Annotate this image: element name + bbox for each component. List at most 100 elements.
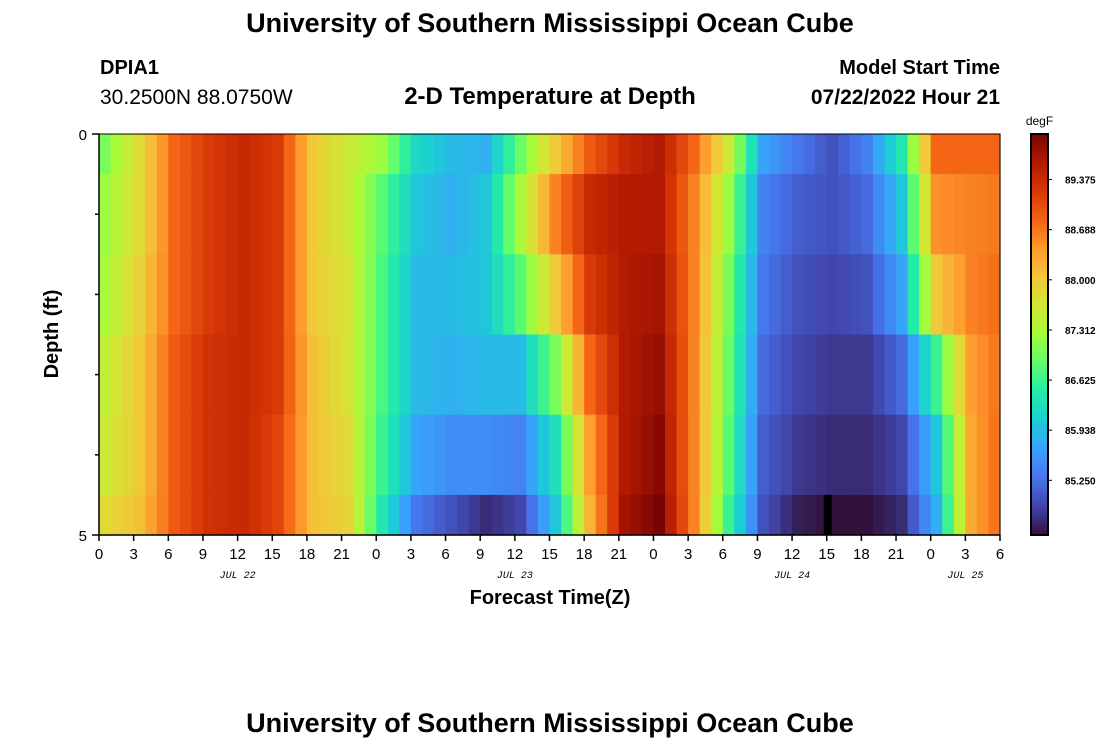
heatmap-cell bbox=[618, 134, 631, 175]
heatmap-cell bbox=[364, 134, 377, 175]
colorbar-segment bbox=[1031, 139, 1048, 143]
heatmap-cell bbox=[976, 134, 990, 175]
heatmap-cell bbox=[757, 334, 770, 416]
heatmap-cell bbox=[953, 174, 966, 255]
heatmap-cell bbox=[364, 334, 377, 416]
heatmap-cell bbox=[780, 174, 793, 255]
colorbar-segment bbox=[1031, 304, 1048, 308]
heatmap-cell bbox=[480, 414, 493, 496]
heatmap-cell bbox=[191, 414, 204, 496]
heatmap-cell bbox=[503, 334, 516, 416]
heatmap-cell bbox=[699, 254, 712, 336]
colorbar-segment bbox=[1031, 216, 1048, 220]
heatmap-cell bbox=[168, 174, 181, 255]
y-tick-label: 0 bbox=[79, 127, 87, 144]
heatmap-cell bbox=[768, 174, 782, 255]
heatmap-cell bbox=[757, 254, 770, 336]
heatmap-cell bbox=[919, 254, 932, 336]
heatmap-cell bbox=[364, 174, 377, 255]
colorbar-segment bbox=[1031, 184, 1048, 188]
heatmap-cell bbox=[942, 494, 955, 536]
heatmap-cell bbox=[99, 254, 112, 336]
heatmap-cell bbox=[399, 174, 412, 255]
heatmap-cell bbox=[364, 254, 377, 336]
heatmap-cell bbox=[249, 254, 262, 336]
colorbar-segment bbox=[1031, 524, 1048, 529]
colorbar-tick-label: 85.938 bbox=[1065, 426, 1096, 437]
colorbar-segment bbox=[1031, 219, 1048, 223]
heatmap-cell bbox=[665, 334, 678, 416]
colorbar-segment bbox=[1031, 377, 1048, 381]
heatmap-cell bbox=[872, 334, 886, 416]
heatmap-cell bbox=[907, 334, 920, 416]
heatmap-cell bbox=[676, 414, 689, 496]
x-tick-label: 21 bbox=[610, 546, 627, 563]
heatmap-cell bbox=[318, 254, 331, 336]
heatmap-cell bbox=[653, 334, 666, 416]
heatmap-cell bbox=[907, 134, 920, 175]
colorbar-segment bbox=[1031, 339, 1048, 343]
x-tick-label: 0 bbox=[649, 546, 657, 563]
heatmap-cell bbox=[457, 134, 470, 175]
colorbar-segment bbox=[1031, 479, 1048, 483]
heatmap-cell bbox=[318, 174, 331, 255]
heatmap-cell bbox=[99, 494, 112, 536]
colorbar-segment bbox=[1031, 424, 1048, 428]
colorbar-segment bbox=[1031, 449, 1048, 453]
heatmap-cell bbox=[641, 334, 655, 416]
heatmap-cell bbox=[480, 254, 493, 336]
heatmap-cell bbox=[653, 494, 666, 536]
colorbar-segment bbox=[1031, 154, 1048, 158]
heatmap-cell bbox=[838, 334, 851, 416]
colorbar-segment bbox=[1031, 236, 1048, 240]
heatmap-cell bbox=[145, 414, 158, 496]
heatmap-cell bbox=[156, 494, 169, 536]
heatmap-cell bbox=[953, 494, 966, 536]
colorbar-segment bbox=[1031, 221, 1048, 225]
heatmap-cell bbox=[503, 254, 516, 336]
heatmap-cell bbox=[826, 414, 839, 496]
heatmap-cell bbox=[745, 254, 759, 336]
x-tick-label: 15 bbox=[818, 546, 835, 563]
heatmap-cell bbox=[711, 254, 724, 336]
heatmap-cell bbox=[953, 254, 966, 336]
heatmap-cell bbox=[584, 174, 597, 255]
colorbar-segment bbox=[1031, 462, 1048, 466]
heatmap-cell bbox=[907, 254, 920, 336]
heatmap-cell bbox=[907, 494, 920, 536]
heatmap-cell bbox=[630, 414, 643, 496]
heatmap-cell bbox=[145, 254, 158, 336]
heatmap-cell bbox=[641, 134, 655, 175]
heatmap-cell bbox=[584, 254, 597, 336]
heatmap-cell bbox=[849, 334, 862, 416]
x-tick-label: 9 bbox=[199, 546, 207, 563]
colorbar-segment bbox=[1031, 231, 1048, 235]
heatmap-cell bbox=[838, 254, 851, 336]
heatmap-cell bbox=[133, 334, 146, 416]
heatmap-cell bbox=[630, 494, 643, 536]
heatmap-cell bbox=[318, 494, 331, 536]
heatmap-cell bbox=[133, 254, 146, 336]
x-tick-label: 21 bbox=[333, 546, 350, 563]
heatmap-cell bbox=[410, 414, 424, 496]
heatmap-cell bbox=[272, 334, 285, 416]
colorbar-segment bbox=[1031, 499, 1048, 504]
heatmap-cell bbox=[676, 174, 689, 255]
colorbar-segment bbox=[1031, 251, 1048, 255]
colorbar-segment bbox=[1031, 437, 1048, 441]
heatmap-cell bbox=[376, 174, 389, 255]
heatmap-cell bbox=[410, 174, 424, 255]
colorbar-segment bbox=[1031, 444, 1048, 448]
heatmap-cell bbox=[780, 494, 793, 536]
heatmap-cell bbox=[930, 494, 943, 536]
heatmap-cell bbox=[826, 134, 839, 175]
heatmap-cell bbox=[122, 414, 135, 496]
colorbar-segment bbox=[1031, 286, 1048, 290]
heatmap-cell bbox=[191, 334, 204, 416]
heatmap-cell bbox=[953, 334, 966, 416]
heatmap-cell bbox=[156, 414, 169, 496]
heatmap-cell bbox=[976, 174, 990, 255]
heatmap-cell bbox=[318, 134, 331, 175]
colorbar-segment bbox=[1031, 136, 1048, 140]
heatmap-cell bbox=[341, 494, 354, 536]
